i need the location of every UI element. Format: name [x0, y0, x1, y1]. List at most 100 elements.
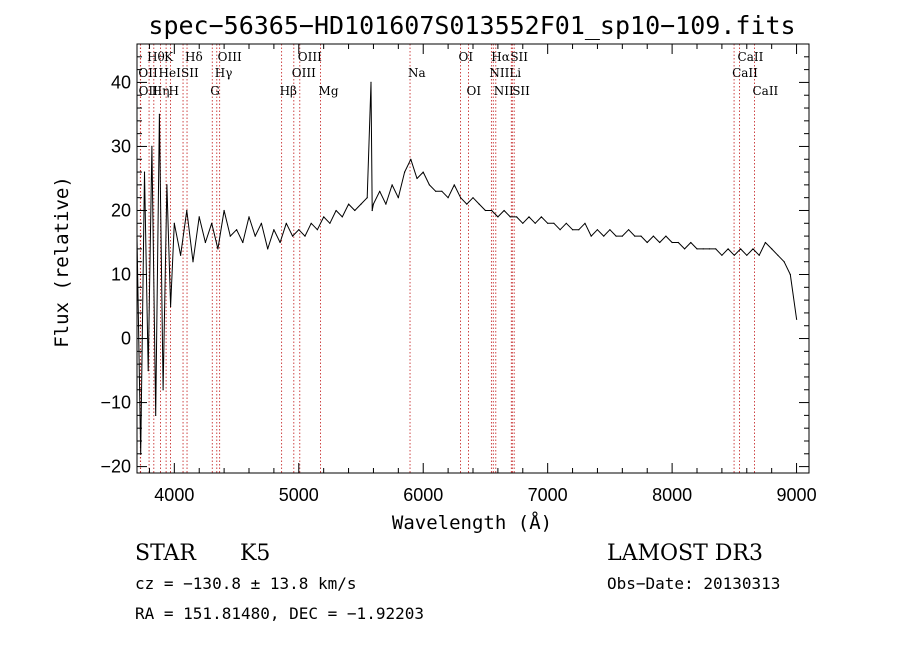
data-point-47 [391, 184, 393, 186]
data-point-48 [397, 197, 399, 199]
data-point-7 [162, 389, 164, 391]
data-point-112 [796, 318, 798, 320]
data-point-62 [484, 209, 486, 212]
data-point-96 [696, 248, 698, 250]
data-point-38 [348, 203, 350, 205]
obs-date: Obs−Date: 20130313 [607, 574, 780, 593]
x-tick-label-8000: 8000 [652, 485, 692, 505]
data-point-53 [428, 184, 430, 186]
data-point-83 [615, 235, 617, 237]
data-point-73 [553, 222, 555, 224]
spectral-line-markers [139, 44, 755, 473]
data-point-90 [659, 241, 661, 244]
data-point-89 [652, 235, 655, 237]
y-tick-label-0: −20 [100, 457, 131, 477]
data-point-41 [366, 197, 368, 199]
data-point-29 [292, 235, 294, 237]
data-point-60 [472, 197, 474, 199]
axis-ticks [137, 44, 809, 473]
data-point-52 [422, 171, 424, 173]
x-tick-label-7000: 7000 [528, 485, 568, 505]
data-point-77 [578, 229, 580, 231]
line-label-3: Hη [152, 84, 170, 98]
plot-frame [136, 43, 810, 474]
x-tick-label-4000: 4000 [154, 485, 194, 505]
data-point-80 [596, 229, 599, 231]
data-point-51 [416, 177, 418, 180]
data-point-75 [565, 222, 567, 224]
data-point-44 [372, 203, 374, 205]
line-label-24: SII [512, 84, 530, 98]
data-point-91 [665, 235, 667, 237]
data-point-6 [158, 113, 160, 115]
data-point-106 [758, 254, 760, 256]
data-point-82 [609, 229, 611, 231]
data-point-40 [360, 203, 362, 205]
data-point-13 [192, 261, 194, 263]
data-point-109 [777, 254, 779, 256]
series-line-0 [136, 81, 798, 455]
data-point-50 [410, 158, 412, 160]
data-point-57 [453, 184, 455, 186]
data-point-4 [151, 145, 153, 147]
y-tick-label-3: 10 [111, 265, 131, 285]
line-label-25: CaII [732, 66, 758, 80]
data-point-87 [640, 235, 642, 237]
data-point-16 [211, 222, 213, 224]
line-label-17: OI [459, 50, 474, 64]
data-point-22 [248, 216, 250, 218]
data-point-32 [310, 222, 312, 224]
data-point-56 [447, 197, 449, 199]
data-point-45 [379, 190, 381, 192]
data-point-3 [147, 370, 149, 372]
line-label-8: Hδ [185, 50, 203, 64]
data-point-107 [764, 241, 767, 244]
data-point-76 [572, 229, 574, 231]
y-tick-label-4: 20 [111, 200, 131, 220]
data-point-97 [702, 248, 704, 250]
data-point-19 [229, 235, 231, 237]
data-point-85 [628, 229, 630, 231]
data-point-101 [727, 248, 729, 250]
data-point-34 [323, 216, 325, 218]
data-point-111 [789, 273, 791, 276]
data-point-94 [684, 248, 686, 250]
data-point-37 [341, 216, 343, 218]
data-point-26 [273, 229, 275, 231]
data-point-20 [236, 229, 238, 231]
x-axis-label: Wavelength (Å) [392, 511, 552, 534]
data-point-88 [646, 241, 648, 244]
data-point-72 [547, 222, 549, 224]
x-tick-label-5000: 5000 [279, 485, 319, 505]
y-tick-label-2: 0 [121, 329, 131, 349]
data-point-30 [298, 229, 300, 231]
line-label-13: OIII [292, 66, 316, 80]
data-point-64 [497, 216, 499, 218]
data-point-105 [752, 248, 754, 250]
line-label-9: G [210, 84, 220, 98]
data-point-14 [198, 216, 200, 218]
data-point-81 [603, 235, 605, 237]
data-point-9 [170, 305, 172, 308]
line-label-10: Hγ [215, 66, 233, 80]
y-tick-label-6: 40 [111, 72, 131, 92]
line-label-26: CaII [738, 50, 764, 64]
data-point-49 [404, 171, 406, 173]
line-label-16: Na [408, 66, 426, 80]
line-label-18: OI [467, 84, 482, 98]
data-point-99 [715, 248, 717, 250]
data-point-84 [621, 235, 623, 237]
data-point-108 [771, 248, 773, 250]
data-point-24 [260, 222, 262, 224]
flux-series [136, 81, 798, 455]
data-point-2 [143, 171, 146, 173]
data-point-42 [370, 81, 372, 83]
data-point-5 [155, 414, 157, 416]
data-point-12 [186, 209, 188, 212]
x-tick-label-9000: 9000 [777, 485, 817, 505]
x-tick-labels: 4000 5000 6000 7000 8000 9000 [154, 485, 816, 505]
line-label-4: HeI [159, 66, 182, 80]
data-point-66 [509, 216, 511, 218]
line-label-6: H [168, 84, 178, 98]
data-point-104 [746, 254, 748, 256]
